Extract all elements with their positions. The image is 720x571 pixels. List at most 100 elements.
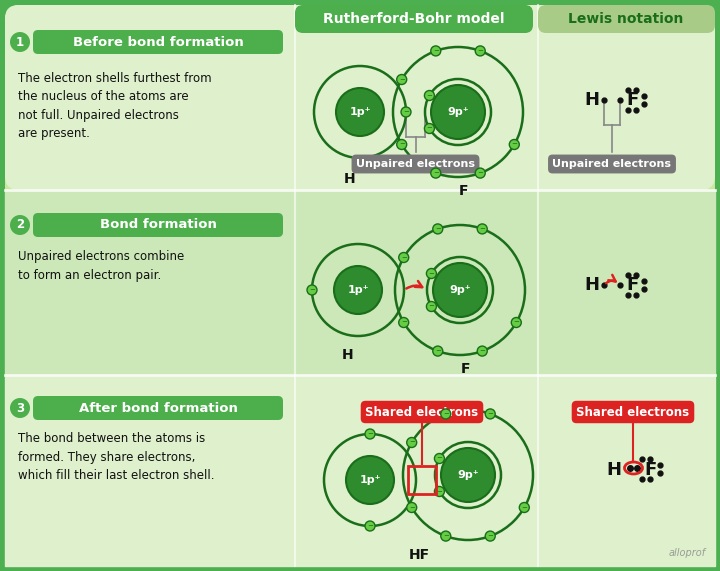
Text: −: −: [401, 255, 407, 260]
Text: −: −: [433, 170, 438, 176]
Circle shape: [475, 46, 485, 56]
Text: H: H: [606, 461, 621, 479]
Text: Unpaired electrons combine
to form an electron pair.: Unpaired electrons combine to form an el…: [18, 250, 184, 282]
Text: −: −: [399, 142, 405, 147]
Text: 1p⁺: 1p⁺: [359, 475, 381, 485]
FancyBboxPatch shape: [5, 5, 715, 190]
Circle shape: [441, 448, 495, 502]
Text: −: −: [367, 431, 373, 437]
Text: Bond formation: Bond formation: [99, 219, 217, 231]
FancyBboxPatch shape: [33, 213, 283, 237]
Text: 1p⁺: 1p⁺: [347, 285, 369, 295]
Text: −: −: [409, 505, 415, 510]
Circle shape: [431, 85, 485, 139]
Circle shape: [434, 486, 444, 497]
Text: Before bond formation: Before bond formation: [73, 35, 243, 49]
Circle shape: [509, 139, 519, 150]
Text: F: F: [626, 91, 638, 109]
Text: H: H: [585, 91, 600, 109]
Bar: [408, 466, 436, 494]
Text: 1p⁺: 1p⁺: [349, 107, 371, 117]
Text: Unpaired electrons: Unpaired electrons: [552, 159, 672, 169]
Circle shape: [397, 139, 407, 150]
Circle shape: [475, 168, 485, 178]
FancyArrowPatch shape: [406, 281, 422, 288]
FancyBboxPatch shape: [5, 5, 715, 566]
Text: −: −: [399, 77, 405, 82]
Circle shape: [397, 74, 407, 85]
Circle shape: [401, 107, 411, 117]
Text: F: F: [626, 276, 638, 294]
Circle shape: [10, 398, 30, 418]
Circle shape: [511, 317, 521, 328]
Text: −: −: [487, 533, 493, 539]
Text: 3: 3: [16, 401, 24, 415]
Text: −: −: [426, 126, 432, 131]
Text: −: −: [487, 411, 493, 417]
Text: F: F: [458, 184, 468, 198]
Text: −: −: [403, 109, 409, 115]
FancyBboxPatch shape: [33, 396, 283, 420]
Text: Lewis notation: Lewis notation: [568, 12, 684, 26]
Text: −: −: [443, 411, 449, 417]
Text: H: H: [344, 172, 356, 186]
Text: −: −: [428, 271, 434, 276]
Circle shape: [10, 32, 30, 52]
Text: H: H: [342, 348, 354, 362]
Text: After bond formation: After bond formation: [78, 401, 238, 415]
Circle shape: [365, 429, 375, 439]
Text: 9p⁺: 9p⁺: [457, 470, 479, 480]
Circle shape: [485, 409, 495, 419]
Text: −: −: [436, 489, 442, 494]
Circle shape: [426, 301, 436, 312]
Circle shape: [441, 531, 451, 541]
Text: −: −: [521, 505, 527, 510]
Text: −: −: [480, 348, 485, 354]
Circle shape: [433, 263, 487, 317]
Text: −: −: [436, 456, 442, 461]
Text: −: −: [309, 287, 315, 293]
Circle shape: [399, 317, 409, 328]
Circle shape: [485, 531, 495, 541]
Text: −: −: [435, 348, 441, 354]
Circle shape: [346, 456, 394, 504]
Text: F: F: [644, 461, 656, 479]
Circle shape: [407, 502, 417, 513]
Circle shape: [426, 268, 436, 279]
Circle shape: [10, 215, 30, 235]
Circle shape: [407, 437, 417, 448]
Text: H: H: [585, 276, 600, 294]
Text: −: −: [401, 320, 407, 325]
Circle shape: [477, 224, 487, 234]
Text: 2: 2: [16, 219, 24, 231]
Text: −: −: [477, 48, 483, 54]
Text: −: −: [511, 142, 517, 147]
Circle shape: [431, 46, 441, 56]
Text: 9p⁺: 9p⁺: [449, 285, 471, 295]
Text: Shared electrons: Shared electrons: [366, 405, 479, 419]
Circle shape: [399, 252, 409, 263]
Circle shape: [433, 346, 443, 356]
Circle shape: [477, 346, 487, 356]
Circle shape: [336, 88, 384, 136]
Circle shape: [434, 453, 444, 464]
Text: alloprof: alloprof: [669, 548, 706, 558]
Circle shape: [334, 266, 382, 314]
Text: The electron shells furthest from
the nucleus of the atoms are
not full. Unpaire: The electron shells furthest from the nu…: [18, 72, 212, 140]
Text: F: F: [460, 362, 469, 376]
Circle shape: [365, 521, 375, 531]
Circle shape: [441, 409, 451, 419]
FancyBboxPatch shape: [295, 5, 533, 33]
Text: 1: 1: [16, 35, 24, 49]
Text: The bond between the atoms is
formed. They share electrons,
which fill their las: The bond between the atoms is formed. Th…: [18, 432, 215, 482]
FancyArrowPatch shape: [606, 275, 616, 283]
Text: −: −: [435, 226, 441, 232]
Circle shape: [307, 285, 317, 295]
Text: −: −: [480, 226, 485, 232]
Text: −: −: [477, 170, 483, 176]
Text: −: −: [426, 93, 432, 99]
Text: Shared electrons: Shared electrons: [577, 405, 690, 419]
Text: 9p⁺: 9p⁺: [447, 107, 469, 117]
Circle shape: [519, 502, 529, 513]
Text: Unpaired electrons: Unpaired electrons: [356, 159, 475, 169]
